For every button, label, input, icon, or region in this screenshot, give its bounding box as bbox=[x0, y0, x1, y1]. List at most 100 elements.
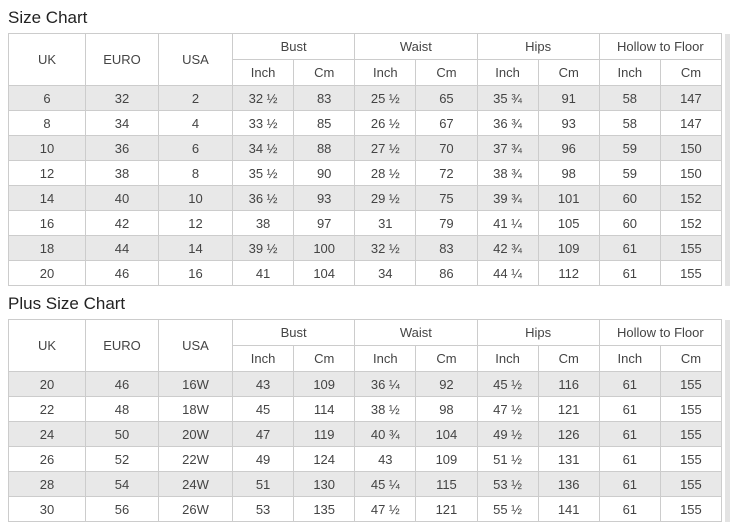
table-cell: 39 ½ bbox=[231, 235, 295, 261]
table-cell: 72 bbox=[415, 160, 478, 186]
table-cell: 58 bbox=[598, 110, 661, 136]
table-cell: 155 bbox=[659, 446, 723, 472]
column-header: UK bbox=[8, 33, 86, 86]
table-cell: 109 bbox=[415, 446, 478, 472]
table-cell: 155 bbox=[659, 471, 723, 497]
table-cell: 32 ½ bbox=[231, 85, 295, 111]
table-cell: 16 bbox=[8, 210, 86, 236]
table-cell: 46 bbox=[85, 371, 159, 397]
table-cell: 147 bbox=[659, 110, 723, 136]
table-cell: 38 ½ bbox=[354, 396, 417, 422]
table-cell: 96 bbox=[537, 135, 600, 161]
table-cell: 30 bbox=[8, 496, 86, 522]
table-row: 6 32 2 32 ½ 83 25 ½ 65 35 ¾ 91 58 147 bbox=[8, 85, 723, 111]
table-cell: 28 ½ bbox=[354, 160, 417, 186]
table-cell: 93 bbox=[537, 110, 600, 136]
table-cell: 42 ¾ bbox=[476, 235, 539, 261]
sub-header: Inch bbox=[598, 345, 661, 372]
table-cell: 98 bbox=[415, 396, 478, 422]
sub-header: Cm bbox=[659, 345, 723, 372]
table-cell: 10 bbox=[158, 185, 233, 211]
table-row: 20 46 16 41 104 34 86 44 ¼ 112 61 155 bbox=[8, 260, 723, 286]
table-cell: 47 ½ bbox=[476, 396, 539, 422]
table-cell: 116 bbox=[537, 371, 600, 397]
column-header: USA bbox=[158, 319, 233, 372]
table-cell: 33 ½ bbox=[231, 110, 295, 136]
column-header: UK bbox=[8, 319, 86, 372]
sub-header: Inch bbox=[231, 59, 295, 86]
table-row: 12 38 8 35 ½ 90 28 ½ 72 38 ¾ 98 59 150 bbox=[8, 160, 723, 186]
table-cell: 83 bbox=[293, 85, 356, 111]
table-cell: 152 bbox=[659, 185, 723, 211]
table-cell: 45 ½ bbox=[476, 371, 539, 397]
plus-size-chart-table-wrapper: UK EURO USA Bust Waist Hips Hollow to Floor Inc… bbox=[8, 319, 730, 522]
table-row: 18 44 14 39 ½ 100 32 ½ 83 42 ¾ 109 61 155 bbox=[8, 235, 723, 261]
table-row: 14 40 10 36 ½ 93 29 ½ 75 39 ¾ 101 60 152 bbox=[8, 185, 723, 211]
table-row: 20 46 16W 43 109 36 ¼ 92 45 ½ 116 61 155 bbox=[8, 371, 723, 397]
table-cell: 36 ¾ bbox=[476, 110, 539, 136]
table-row: 10 36 6 34 ½ 88 27 ½ 70 37 ¾ 96 59 150 bbox=[8, 135, 723, 161]
table-cell: 40 bbox=[85, 185, 159, 211]
table-cell: 135 bbox=[293, 496, 356, 522]
table-cell: 31 bbox=[354, 210, 417, 236]
table-cell: 8 bbox=[158, 160, 233, 186]
table-cell: 34 ½ bbox=[231, 135, 295, 161]
group-header: Hollow to Floor bbox=[598, 33, 723, 60]
table-cell: 109 bbox=[537, 235, 600, 261]
table-cell: 4 bbox=[158, 110, 233, 136]
table-cell: 25 ½ bbox=[354, 85, 417, 111]
table-cell: 97 bbox=[293, 210, 356, 236]
plus-size-chart-table: UK EURO USA Bust Waist Hips Hollow to Floor Inc… bbox=[8, 319, 723, 522]
table-cell: 18W bbox=[158, 396, 233, 422]
table-cell: 34 bbox=[354, 260, 417, 286]
table-cell: 36 ½ bbox=[231, 185, 295, 211]
table-cell: 79 bbox=[415, 210, 478, 236]
table-cell: 27 ½ bbox=[354, 135, 417, 161]
header-row-units: Inch Cm Inch Cm Inch Cm Inch Cm bbox=[9, 345, 723, 372]
header-row-groups: UK EURO USA Bust Waist Hips Hollow to Floor bbox=[8, 33, 723, 86]
table-cell: 6 bbox=[8, 85, 86, 111]
table-cell: 53 ½ bbox=[476, 471, 539, 497]
group-header: Bust bbox=[231, 33, 356, 60]
size-chart-table: UK EURO USA Bust Waist Hips Hollow to Floor Inc… bbox=[8, 33, 723, 286]
table-cell: 26W bbox=[158, 496, 233, 522]
table-cell: 86 bbox=[415, 260, 478, 286]
table-cell: 131 bbox=[537, 446, 600, 472]
sub-header: Cm bbox=[537, 345, 600, 372]
table-cell: 83 bbox=[415, 235, 478, 261]
table-cell: 44 bbox=[85, 235, 159, 261]
table-cell: 38 ¾ bbox=[476, 160, 539, 186]
group-header: Waist bbox=[354, 33, 478, 60]
table-cell: 152 bbox=[659, 210, 723, 236]
table-cell: 49 ½ bbox=[476, 421, 539, 447]
table-cell: 46 bbox=[85, 260, 159, 286]
group-header: Hips bbox=[476, 319, 600, 346]
table-cell: 24W bbox=[158, 471, 233, 497]
sub-header: Cm bbox=[415, 345, 478, 372]
table-cell: 155 bbox=[659, 260, 723, 286]
column-header: USA bbox=[158, 33, 233, 86]
table-cell: 61 bbox=[598, 396, 661, 422]
table-cell: 61 bbox=[598, 371, 661, 397]
table-cell: 22 bbox=[8, 396, 86, 422]
table-cell: 155 bbox=[659, 235, 723, 261]
table-cell: 48 bbox=[85, 396, 159, 422]
plus-size-chart-title: Plus Size Chart bbox=[8, 294, 126, 313]
table-cell: 91 bbox=[537, 85, 600, 111]
size-chart-section: Size Chart UK EURO USA Bust Waist Hips Hollow … bbox=[8, 8, 730, 286]
group-header: Hollow to Floor bbox=[598, 319, 723, 346]
table-cell: 44 ¼ bbox=[476, 260, 539, 286]
table-cell: 45 ¼ bbox=[354, 471, 417, 497]
table-cell: 47 bbox=[231, 421, 295, 447]
table-cell: 32 bbox=[85, 85, 159, 111]
table-cell: 12 bbox=[158, 210, 233, 236]
table-cell: 115 bbox=[415, 471, 478, 497]
table-cell: 41 bbox=[231, 260, 295, 286]
table-cell: 35 ¾ bbox=[476, 85, 539, 111]
table-cell: 124 bbox=[293, 446, 356, 472]
table-cell: 35 ½ bbox=[231, 160, 295, 186]
table-cell: 38 bbox=[231, 210, 295, 236]
table-cell: 59 bbox=[598, 135, 661, 161]
sub-header: Inch bbox=[598, 59, 661, 86]
table-cell: 12 bbox=[8, 160, 86, 186]
